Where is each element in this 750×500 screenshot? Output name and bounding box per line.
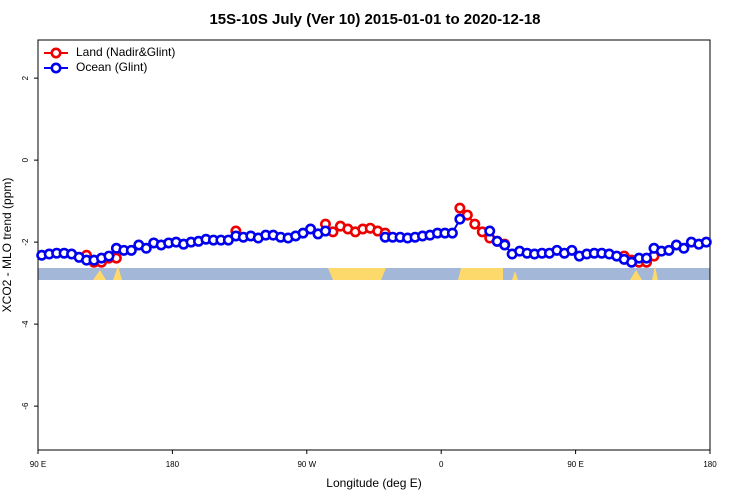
land-patch (512, 271, 518, 280)
data-point (700, 236, 712, 248)
chart-title: 15S-10S July (Ver 10) 2015-01-01 to 2020… (209, 11, 540, 28)
legend-label: Land (Nadir&Glint) (76, 45, 175, 59)
legend-marker (50, 62, 62, 74)
data-point (663, 244, 675, 256)
land-mask-strip (38, 266, 710, 280)
x-tick-label: 180 (703, 460, 717, 469)
data-point (454, 202, 466, 214)
land-patch (113, 266, 122, 280)
data-point (305, 223, 317, 235)
data-point (319, 225, 331, 237)
x-axis-label: Longitude (deg E) (326, 476, 421, 490)
data-point (454, 213, 466, 225)
data-point (499, 239, 511, 251)
data-point (678, 242, 690, 254)
x-tick-label: 0 (439, 460, 444, 469)
land-patch (652, 266, 658, 280)
land-patch (630, 270, 642, 280)
land-patch (93, 270, 106, 280)
legend-marker (50, 47, 62, 59)
land-patch (458, 268, 503, 280)
data-point (103, 250, 115, 262)
x-tick-label: 90 E (567, 460, 583, 469)
data-point (484, 225, 496, 237)
data-point (641, 252, 653, 264)
data-point (469, 218, 481, 230)
data-point (140, 242, 152, 254)
y-tick-label: -4 (21, 320, 30, 328)
x-tick-label: 90 W (297, 460, 316, 469)
legend-label: Ocean (Glint) (76, 60, 147, 74)
y-tick-label: 0 (21, 157, 30, 162)
data-point (446, 227, 458, 239)
y-axis-label: XCO2 - MLO trend (ppm) (0, 178, 14, 313)
data-point (125, 244, 137, 256)
x-tick-label: 180 (166, 460, 180, 469)
y-tick-label: -2 (21, 238, 30, 246)
y-tick-label: -6 (21, 402, 30, 410)
data-point (566, 244, 578, 256)
y-tick-label: 2 (21, 75, 30, 80)
land-patch (328, 268, 386, 280)
x-tick-label: 90 E (30, 460, 46, 469)
